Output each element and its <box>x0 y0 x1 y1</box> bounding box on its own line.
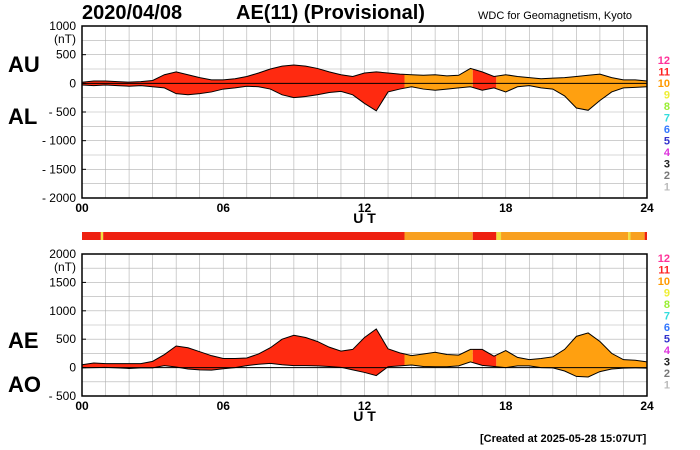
status-bar-segment <box>501 232 629 240</box>
bottom-area-orange <box>404 349 473 367</box>
status-legend-item: 6 <box>664 124 670 136</box>
au-label: AU <box>8 52 40 77</box>
ao-label: AO <box>8 372 41 397</box>
status-legend-item: 11 <box>658 265 670 277</box>
bottom-xlabel: U T <box>353 408 376 424</box>
created-timestamp: [Created at 2025-05-28 15:07UT] <box>480 433 647 445</box>
panel-ae-ao: 2000 1500 1000 500 0 - 500 (nT) 00 06 12 18 24 U T <box>49 247 654 424</box>
bottom-xtick-label: 12 <box>358 399 372 413</box>
bottom-xtick-label: 06 <box>217 399 231 413</box>
status-bar-segment <box>628 232 631 240</box>
top-ytick-label: - 1000 <box>42 134 76 148</box>
top-ytick-label: 0 <box>69 76 76 90</box>
status-bar-segment <box>404 232 473 240</box>
status-legend-item: 8 <box>664 101 670 113</box>
status-legend-item: 4 <box>664 345 671 357</box>
bottom-ytick-label: 1000 <box>49 304 76 318</box>
ae-label: AE <box>8 328 39 353</box>
status-legend-item: 8 <box>664 299 670 311</box>
status-legend-item: 1 <box>664 380 670 392</box>
status-legend-item: 3 <box>664 159 670 171</box>
top-xtick-label: 18 <box>499 201 513 215</box>
top-xlabel: U T <box>353 210 376 226</box>
top-ytick-label: - 500 <box>49 105 77 119</box>
status-legend-item: 10 <box>658 276 670 288</box>
top-line-au <box>81 64 648 83</box>
status-legend-item: 7 <box>664 311 670 323</box>
bottom-xtick-label: 00 <box>75 399 89 413</box>
status-bar-segment <box>496 232 502 240</box>
status-legend-item: 4 <box>664 147 671 159</box>
status-legend-item: 11 <box>658 67 670 79</box>
top-ytick-label: 1000 <box>49 19 76 33</box>
status-bar-segment <box>100 232 104 240</box>
status-legend-item: 1 <box>664 182 670 194</box>
bottom-area-red <box>472 349 497 367</box>
status-legend-item: 9 <box>664 288 670 300</box>
top-ytick-label: 500 <box>56 48 76 62</box>
status-legend-item: 2 <box>664 368 670 380</box>
status-legend-item: 3 <box>664 357 670 369</box>
status-bar-segment <box>644 232 647 240</box>
bottom-ylabel: (nT) <box>54 260 76 274</box>
top-xtick-label: 24 <box>640 201 654 215</box>
top-xtick-label: 06 <box>217 201 231 215</box>
top-line-al <box>81 84 648 112</box>
top-area-red <box>82 64 405 111</box>
status-legend-item: 12 <box>658 55 670 67</box>
status-legend-item: 6 <box>664 322 670 334</box>
status-legend-item: 12 <box>658 253 670 265</box>
status-legend-item: 9 <box>664 90 670 102</box>
status-legend-item: 7 <box>664 113 670 125</box>
bottom-ytick-label: 2000 <box>49 247 76 261</box>
top-area-orange <box>404 68 473 91</box>
status-legend-item: 5 <box>664 136 670 148</box>
panel-au-al: 1000 500 0 - 500 - 1000 - 1500 - 2000 (nT) 00 06 1… <box>42 19 654 226</box>
bottom-line-ae <box>81 328 648 366</box>
status-legend-item: 2 <box>664 170 670 182</box>
al-label: AL <box>8 104 38 129</box>
bottom-xtick-label: 24 <box>640 399 654 413</box>
status-bar-segment <box>82 232 101 240</box>
bottom-area-red <box>82 328 405 376</box>
bottom-area-orange <box>496 332 647 377</box>
status-bar-segment <box>103 232 405 240</box>
credit-text: WDC for Geomagnetism, Kyoto <box>478 10 633 22</box>
bottom-frame <box>81 253 648 397</box>
bottom-ytick-label: 500 <box>56 332 76 346</box>
bottom-xtick-label: 18 <box>499 399 513 413</box>
top-ytick-label: - 2000 <box>42 191 76 205</box>
bottom-ytick-label: - 500 <box>49 389 77 403</box>
status-bar-segment <box>472 232 497 240</box>
bottom-ytick-label: 1500 <box>49 275 76 289</box>
top-area-red <box>472 69 497 91</box>
status-bar-segment <box>630 232 645 240</box>
index-title: AE(11) (Provisional) <box>236 2 425 24</box>
top-ylabel: (nT) <box>54 32 76 46</box>
top-xtick-label: 12 <box>358 201 372 215</box>
status-legend-item: 10 <box>658 78 670 90</box>
top-xtick-label: 00 <box>75 201 89 215</box>
data-status-bar <box>82 232 647 240</box>
date-title: 2020/04/08 <box>82 2 183 24</box>
top-ytick-label: - 1500 <box>42 162 76 176</box>
status-legend-item: 5 <box>664 334 670 346</box>
bottom-ytick-label: 0 <box>69 361 76 375</box>
